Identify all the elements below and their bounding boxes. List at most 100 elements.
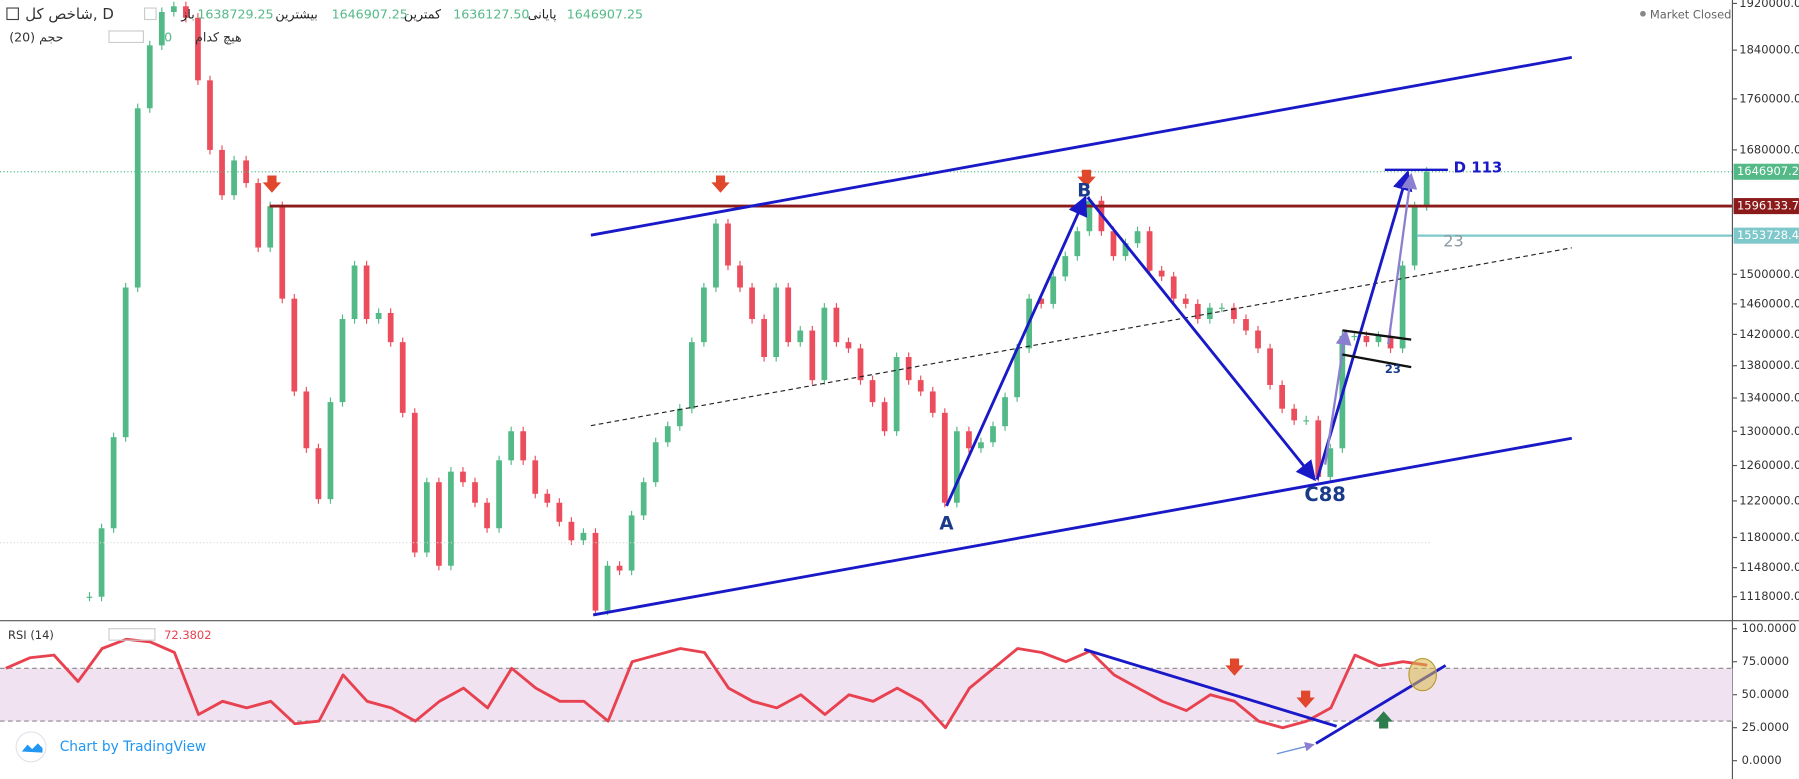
candle [652,442,659,483]
candle [291,298,298,392]
candle [809,330,816,381]
label: هیچ کدام [195,29,242,45]
value: 1636127.50 [453,6,529,21]
y-tick-label: 1220000.00 [1739,493,1799,507]
candle [966,431,972,449]
candle [845,342,852,349]
label: پایانی [528,6,557,21]
candle [1363,335,1370,343]
candle [1062,256,1069,277]
candle [1002,397,1008,427]
value: 1638729.25 [197,6,273,21]
candle [773,287,780,358]
candle [749,287,755,320]
candle [436,482,442,566]
sell-arrow [262,175,282,193]
candle [484,502,490,529]
candle [1231,307,1237,320]
volume-value: 0 [164,29,172,44]
candle [580,532,587,541]
candle [941,412,948,503]
y-tick-label: 25.0000 [1742,720,1789,734]
y-tick-label: 0.0000 [1742,753,1782,767]
candle [448,471,454,566]
flag-top [1342,329,1412,341]
rsi-pointer [1276,742,1315,755]
icon [108,628,156,641]
icon [108,30,145,44]
rsi-band [0,668,1733,722]
header: شاخص کل, D باز 1638729.25 بیشترین 164690… [6,5,1731,763]
rsi-drawings [1083,647,1447,755]
y-tick-label: 1340000.00 [1739,391,1799,405]
candle [616,565,623,571]
candle [833,307,840,343]
candle [929,391,936,413]
price-pane: 1920000.00 1840000.00 1760000.00 1680000.00… [0,0,1799,616]
candle [869,380,876,403]
candle [1134,231,1141,244]
label: باز [180,6,194,22]
candle [387,312,394,343]
candle [857,348,864,381]
candle [1375,335,1382,343]
candle [158,12,165,46]
candle [1279,384,1285,409]
candle [1038,298,1045,304]
candle [1255,330,1261,349]
sell-arrow [1077,169,1096,188]
rsi-value: 72.3802 [164,628,211,642]
candle [1315,420,1322,477]
channel-bottom [592,436,1573,617]
candle [267,206,274,248]
wave-bc [1086,196,1317,482]
candle [195,17,201,81]
candle [472,482,478,503]
candle [351,265,358,320]
candle [604,565,611,611]
candle [1074,231,1081,257]
y-tick-label: 50.0000 [1742,687,1789,701]
flag-pole [1324,328,1352,465]
candle [423,482,430,553]
y-tick-label: 1760000.00 [1739,91,1799,105]
candle [231,160,237,196]
annotation: B [1077,181,1091,202]
candle [122,287,129,438]
candle [327,402,334,500]
value: 1646907.25 [332,6,408,21]
candle [520,431,527,461]
candle [98,528,105,597]
price-tag [1733,163,1799,180]
candle [339,319,346,403]
candle [1158,270,1165,277]
candle [978,442,984,449]
candle [1194,303,1201,320]
credit[interactable]: Chart by TradingView [60,739,206,755]
rsi-line [5,637,1428,730]
y-tick-label: 1840000.00 [1739,43,1799,57]
candle [628,515,635,571]
candle [86,596,93,598]
candle [399,342,406,413]
candle [761,319,767,358]
candle [1110,231,1117,257]
buy-arrow [1374,711,1393,729]
candle [592,532,599,611]
annotation: 23 [1385,362,1401,376]
candle [1411,206,1418,266]
candle [917,380,924,392]
candle [508,431,515,461]
candle [1399,265,1406,349]
channel-top [590,55,1573,237]
annotation: A [939,513,954,534]
volume-label: حجم (20) [9,29,63,45]
candle [1086,200,1093,232]
candle [110,437,117,529]
candle [544,493,551,503]
candle [315,448,322,500]
y-tick-label: 1118000.00 [1739,589,1799,603]
logo[interactable] [15,731,47,763]
